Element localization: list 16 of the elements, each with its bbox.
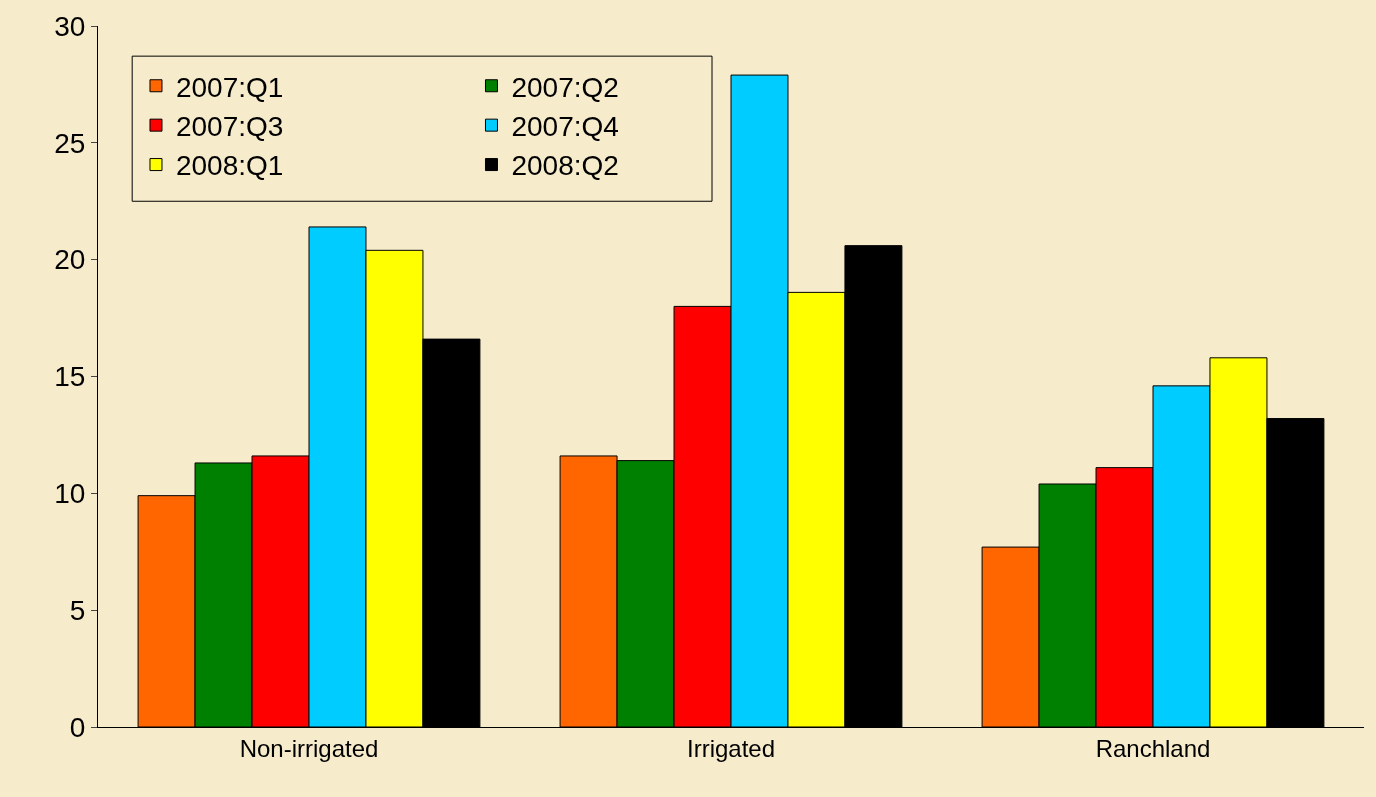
legend-label: 2007:Q2 bbox=[511, 71, 619, 103]
legend-label: 2007:Q3 bbox=[175, 111, 284, 143]
y-tick-label: 30 bbox=[54, 10, 86, 42]
y-tick-label: 20 bbox=[54, 244, 86, 276]
y-tick-label: 25 bbox=[54, 127, 86, 159]
legend-label: 2007:Q1 bbox=[175, 71, 284, 103]
y-tick-label: 15 bbox=[54, 361, 86, 393]
x-tick-label: Ranchland bbox=[1095, 734, 1211, 762]
x-tick-label: Non-irrigated bbox=[239, 734, 379, 762]
legend-label: 2007:Q4 bbox=[511, 111, 619, 143]
y-tick-label: 10 bbox=[54, 478, 86, 510]
y-tick-label: 0 bbox=[69, 711, 86, 743]
legend-label: 2008:Q1 bbox=[175, 150, 284, 182]
legend-label: 2008:Q2 bbox=[511, 150, 619, 182]
y-tick-label: 5 bbox=[69, 594, 86, 626]
x-tick-label: Irrigated bbox=[686, 734, 776, 762]
